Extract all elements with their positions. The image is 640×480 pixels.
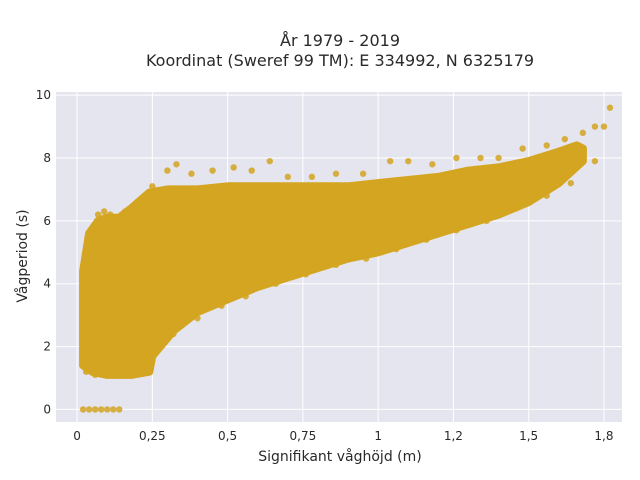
data-point [579,129,587,137]
data-point [116,368,123,375]
data-point [561,135,568,143]
data-point [140,365,147,372]
data-point [453,227,460,234]
data-point [359,170,367,177]
data-point [332,170,340,177]
x-axis-label: Signifikant våghöjd (m) [258,448,421,465]
y-tick-label: 4 [43,277,51,291]
data-point [113,214,120,221]
data-point [606,104,614,111]
chart-subtitle: Koordinat (Sweref 99 TM): E 334992, N 63… [146,51,534,70]
data-point [600,123,608,130]
data-point [543,192,550,199]
data-point [567,179,575,187]
data-point [543,142,550,149]
data-point [85,267,93,275]
y-tick-label: 10 [36,88,51,102]
data-point [519,145,526,152]
x-tick-label: 1 [374,429,382,443]
data-point [362,255,370,262]
y-tick-label: 2 [43,340,51,354]
data-point [393,245,400,253]
data-point [495,154,502,162]
data-point [128,368,135,375]
y-tick-label: 0 [43,402,51,416]
data-point [405,157,412,165]
data-point [106,211,114,218]
data-point [302,271,310,278]
chart-title: År 1979 - 2019 [280,31,400,50]
data-point [173,161,180,168]
data-point [284,173,292,181]
x-tick-label: 0,75 [290,429,317,443]
data-point [91,406,99,413]
y-tick-label: 6 [43,214,51,228]
point-cloud-area [79,141,587,379]
data-point [248,167,255,174]
data-point [453,154,460,162]
data-point [88,227,96,234]
data-point [103,406,111,413]
data-point [152,349,159,357]
data-point [149,183,156,190]
x-tick-label: 1,8 [594,429,613,443]
data-point [272,280,279,287]
data-point [79,406,87,413]
x-tick-label: 0,25 [139,429,166,443]
data-point [110,406,117,413]
data-point [79,362,87,369]
data-point [591,123,599,130]
y-axis-ticks: 0 2 4 6 8 10 [36,88,51,416]
data-point [170,330,177,338]
data-point [242,293,249,300]
data-point [308,173,316,181]
data-point [85,406,93,413]
data-point [483,217,490,225]
data-point [194,315,201,322]
data-point [218,302,225,309]
data-point [94,211,102,218]
data-point [82,368,90,375]
x-tick-label: 1,5 [519,429,538,443]
data-point [209,167,216,174]
data-point [122,208,129,215]
data-point [134,198,141,206]
data-point [91,371,99,379]
point-cloud [79,141,587,379]
data-point [266,157,273,165]
y-axis-label: Vågperiod (s) [14,209,31,302]
data-point [103,371,111,379]
data-point [429,161,436,168]
data-point [188,170,195,177]
data-point [513,205,520,212]
y-tick-label: 8 [43,151,51,165]
data-point [591,157,599,165]
data-point [477,154,484,162]
data-point [230,164,237,171]
data-point [386,157,394,165]
data-point [100,208,108,215]
data-point [116,406,123,413]
x-tick-label: 1,2 [444,429,463,443]
data-point [82,315,90,322]
x-axis-ticks: 0 0,25 0,5 0,75 1 1,2 1,5 1,8 [73,429,613,443]
data-point [164,167,171,174]
data-point [332,261,340,269]
data-point [423,236,430,243]
data-points [79,104,614,413]
x-tick-label: 0 [73,429,81,443]
x-tick-label: 0,5 [218,429,237,443]
data-point [97,406,105,413]
